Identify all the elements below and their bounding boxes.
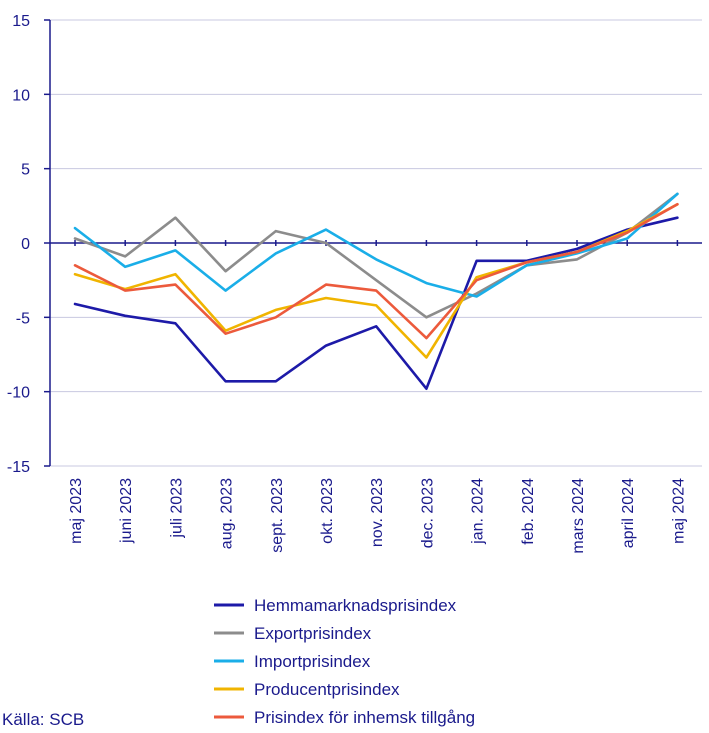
x-tick-label: juni 2023 xyxy=(118,478,135,544)
grid-lines xyxy=(50,19,702,467)
x-tick-label: aug. 2023 xyxy=(219,478,236,549)
series-line-2 xyxy=(73,192,679,319)
y-tick-label: -15 xyxy=(7,459,30,476)
y-tick-label: 0 xyxy=(21,236,30,253)
y-tick-label: -10 xyxy=(7,385,30,402)
source-label: Källa: SCB xyxy=(2,710,84,729)
y-tick-label: 10 xyxy=(12,87,30,104)
x-tick-label: feb. 2024 xyxy=(520,478,537,545)
x-tick-label: april 2024 xyxy=(620,478,637,548)
y-tick-label: 5 xyxy=(21,162,30,179)
y-tick-label: 15 xyxy=(12,13,30,30)
x-tick-label: sept. 2023 xyxy=(269,478,286,553)
series-line-3 xyxy=(73,192,679,298)
x-tick-label: nov. 2023 xyxy=(369,478,386,547)
legend-label: Producentprisindex xyxy=(254,680,400,699)
x-tick-label: jan. 2024 xyxy=(470,478,487,545)
x-tick-label: maj 2024 xyxy=(670,478,687,544)
x-tick-label: mars 2024 xyxy=(570,478,587,554)
legend-label: Hemmamarknadsprisindex xyxy=(254,596,457,615)
legend-label: Importprisindex xyxy=(254,652,371,671)
legend: Hemmamarknadsprisindex Exportprisindex Imp… xyxy=(214,596,475,727)
x-tick-label: dec. 2023 xyxy=(419,478,436,548)
x-tick-label: juli 2023 xyxy=(168,478,185,539)
x-tick-label: maj 2023 xyxy=(68,478,85,544)
y-axis: 15 10 5 0 -5 -10 -15 xyxy=(7,13,51,476)
x-axis: maj 2023 juni 2023 juli 2023 aug. 2023 sept.… xyxy=(50,240,702,554)
legend-label: Prisindex för inhemsk tillgång xyxy=(254,708,475,727)
series-lines xyxy=(73,192,679,391)
x-tick-label: okt. 2023 xyxy=(319,478,336,544)
series-line-5 xyxy=(73,203,679,340)
legend-label: Exportprisindex xyxy=(254,624,372,643)
series-line-1 xyxy=(73,216,679,391)
y-tick-label: -5 xyxy=(16,310,30,327)
